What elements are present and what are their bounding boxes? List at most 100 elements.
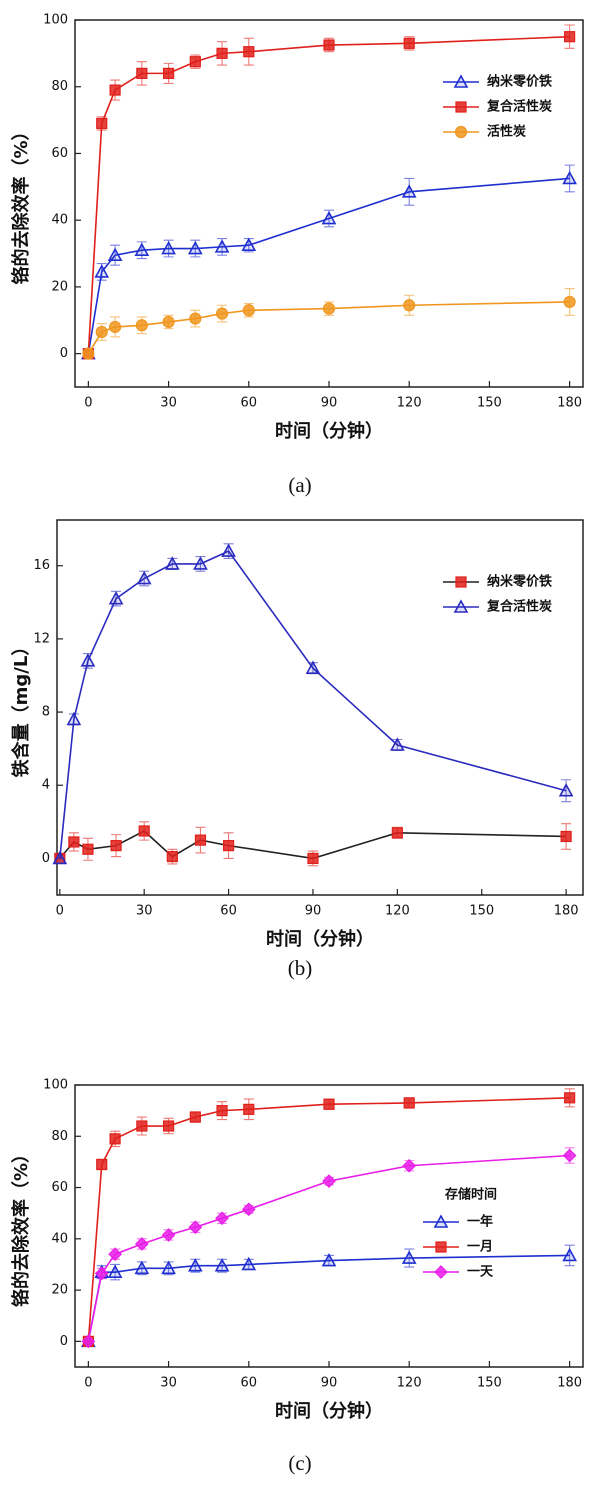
y-tick-label: 100 (43, 13, 68, 28)
y-tick-label: 20 (51, 1283, 68, 1298)
marker (323, 1098, 335, 1110)
marker (243, 1103, 255, 1115)
marker (222, 840, 235, 852)
x-axis-label: 时间（分钟） (275, 420, 383, 442)
legend-marker (455, 101, 467, 113)
legend-label: 活性炭 (487, 124, 526, 140)
legend-label: 纳米零价铁 (487, 574, 552, 590)
x-tick-label: 30 (136, 904, 153, 919)
marker (134, 1260, 150, 1275)
x-tick-label: 180 (554, 904, 579, 919)
legend-marker (453, 74, 469, 88)
marker (564, 1092, 576, 1104)
caption: (b) (288, 956, 313, 980)
marker (94, 264, 110, 278)
y-tick-label: 12 (33, 631, 50, 646)
legend-marker (455, 576, 467, 588)
legend-label: 纳米零价铁 (487, 74, 552, 90)
marker (402, 1158, 417, 1173)
marker (241, 237, 257, 252)
caption: (a) (288, 473, 311, 497)
marker (107, 1264, 123, 1278)
marker (322, 302, 336, 315)
x-tick-label: 30 (160, 1376, 177, 1391)
x-tick-label: 180 (557, 1376, 582, 1391)
legend-title: 存储时间 (445, 1187, 497, 1203)
legend-marker (454, 125, 468, 139)
marker (216, 47, 228, 59)
marker (215, 1211, 229, 1226)
y-tick-label: 0 (42, 851, 50, 866)
error-bar (404, 177, 415, 206)
x-tick-label: 0 (56, 904, 64, 919)
series-line (87, 1254, 570, 1342)
marker (107, 247, 123, 262)
marker (136, 67, 148, 79)
plot-frame (74, 1084, 584, 1368)
marker (242, 304, 255, 317)
x-tick-label: 150 (477, 396, 502, 411)
marker (82, 347, 95, 360)
marker (189, 312, 202, 325)
marker (52, 850, 68, 865)
marker (68, 836, 80, 848)
marker (241, 1202, 256, 1217)
marker (403, 299, 416, 312)
legend-marker (433, 1214, 449, 1228)
x-tick-label: 120 (385, 904, 410, 919)
y-axis-label: 铬的去除效率（%） (10, 122, 32, 284)
marker (162, 1120, 175, 1132)
marker (80, 653, 96, 667)
y-tick-label: 40 (51, 1231, 68, 1246)
marker (321, 1252, 337, 1267)
y-tick-label: 0 (60, 1334, 68, 1349)
marker (161, 1260, 176, 1275)
marker (390, 737, 405, 751)
x-tick-label: 0 (84, 396, 92, 411)
marker (81, 1334, 96, 1349)
legend-marker (434, 1265, 448, 1279)
series-line (87, 1097, 570, 1342)
marker (187, 240, 203, 255)
marker (216, 1105, 228, 1117)
legend-label: 复合活性炭 (486, 99, 552, 115)
marker (194, 834, 207, 846)
series-line (87, 177, 570, 354)
y-tick-label: 60 (51, 1180, 68, 1195)
y-tick-label: 80 (51, 1129, 68, 1144)
marker (166, 850, 178, 863)
marker (562, 1247, 577, 1262)
marker (134, 1237, 149, 1251)
marker (96, 1158, 108, 1171)
marker (401, 1250, 417, 1264)
y-tick-label: 0 (60, 346, 68, 361)
legend-label: 一月 (467, 1240, 493, 1255)
y-axis-label: 铬的去除效率（%） (10, 1145, 32, 1307)
marker (161, 240, 176, 255)
y-tick-label: 60 (51, 146, 68, 161)
y-tick-label: 4 (42, 778, 50, 793)
marker (214, 239, 230, 253)
marker (164, 556, 180, 570)
x-axis-label: 时间（分钟） (275, 1400, 383, 1422)
marker (403, 1097, 415, 1109)
marker (187, 1258, 203, 1272)
marker (109, 1133, 121, 1145)
marker (564, 31, 576, 43)
x-tick-label: 120 (397, 396, 422, 411)
marker (189, 56, 201, 68)
y-axis-label: 铁含量（mg/L） (10, 638, 32, 778)
marker (94, 1266, 109, 1281)
x-tick-label: 90 (321, 1376, 338, 1391)
marker (215, 307, 229, 320)
x-tick-label: 30 (160, 396, 177, 411)
legend-marker (453, 599, 469, 613)
legend-label: 复合活性炭 (486, 599, 552, 615)
marker (188, 1220, 203, 1235)
legend-marker (435, 1241, 447, 1253)
marker (110, 840, 122, 852)
y-tick-label: 16 (33, 558, 50, 573)
marker (162, 67, 175, 79)
marker (305, 660, 321, 674)
y-tick-label: 100 (43, 1078, 68, 1093)
